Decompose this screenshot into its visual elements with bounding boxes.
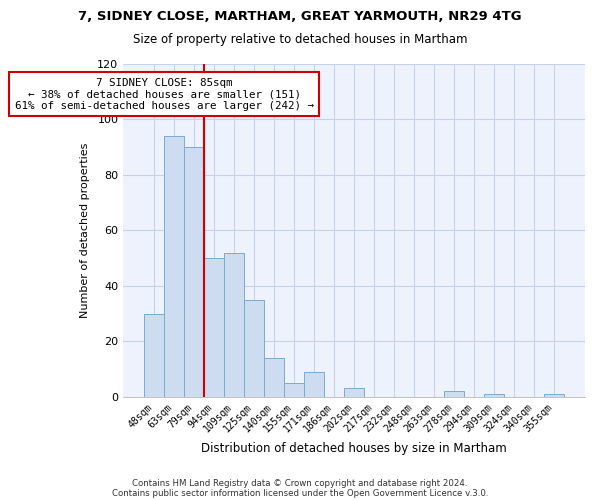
Bar [284, 383, 304, 397]
Bar [244, 300, 264, 397]
Bar [224, 252, 244, 397]
Bar [204, 258, 224, 397]
Bar [184, 147, 204, 397]
Text: Contains public sector information licensed under the Open Government Licence v.: Contains public sector information licen… [112, 488, 488, 498]
X-axis label: Distribution of detached houses by size in Martham: Distribution of detached houses by size … [201, 442, 507, 455]
Bar [144, 314, 164, 397]
Text: Contains HM Land Registry data © Crown copyright and database right 2024.: Contains HM Land Registry data © Crown c… [132, 478, 468, 488]
Bar [444, 392, 464, 397]
Text: Size of property relative to detached houses in Martham: Size of property relative to detached ho… [133, 32, 467, 46]
Bar [484, 394, 504, 397]
Bar [164, 136, 184, 397]
Bar [264, 358, 284, 397]
Bar [544, 394, 564, 397]
Bar [304, 372, 324, 397]
Y-axis label: Number of detached properties: Number of detached properties [80, 142, 91, 318]
Text: 7 SIDNEY CLOSE: 85sqm
← 38% of detached houses are smaller (151)
61% of semi-det: 7 SIDNEY CLOSE: 85sqm ← 38% of detached … [15, 78, 314, 111]
Bar [344, 388, 364, 397]
Text: 7, SIDNEY CLOSE, MARTHAM, GREAT YARMOUTH, NR29 4TG: 7, SIDNEY CLOSE, MARTHAM, GREAT YARMOUTH… [78, 10, 522, 23]
